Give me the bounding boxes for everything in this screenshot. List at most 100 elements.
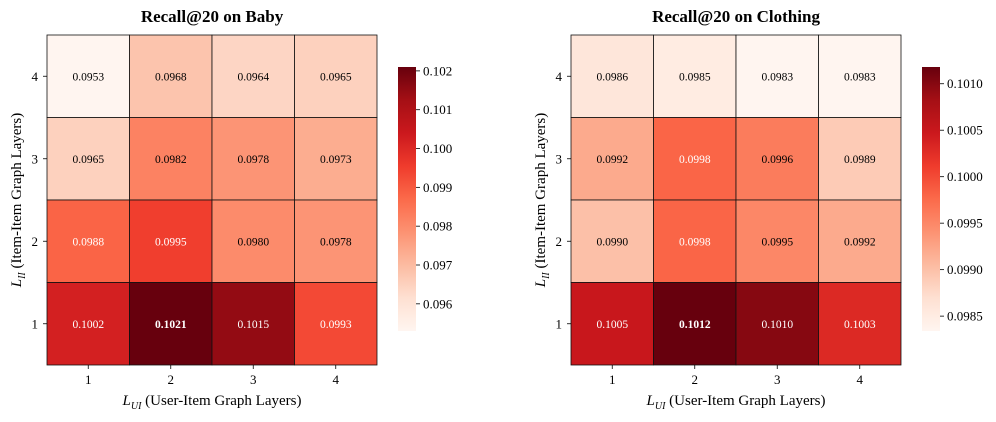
heatmap-cell: [653, 34, 737, 118]
chart-title: Recall@20 on Baby: [141, 7, 284, 26]
heatmap-cell: [735, 117, 819, 201]
cell-value-label: 0.0980: [237, 236, 269, 248]
cell-value-label: 0.1010: [761, 319, 793, 331]
x-axis-subscript: UI: [655, 401, 666, 412]
heatmap-cell: [735, 34, 819, 118]
heatmap-cell: [653, 199, 737, 283]
cell-value-label: 0.0992: [844, 236, 876, 248]
heatmap-cell: [129, 117, 213, 201]
cell-value-label: 0.0965: [320, 71, 352, 83]
y-tick-label: 1: [556, 316, 563, 331]
heatmap-cell: [211, 34, 295, 118]
cell-value-label: 0.0982: [155, 154, 187, 166]
cell-value-label: 0.0985: [679, 71, 711, 83]
y-axis-label: LII (Item-Item Graph Layers): [533, 113, 552, 289]
y-tick-label: 3: [556, 151, 563, 166]
colorbar-tick-label: 0.098: [423, 219, 452, 234]
colorbar-tick-label: 0.0990: [947, 262, 983, 277]
y-tick-label: 2: [32, 234, 39, 249]
y-axis-text: (Item-Item Graph Layers): [9, 113, 25, 273]
y-tick-label: 3: [32, 151, 39, 166]
colorbar-tick-label: 0.096: [423, 296, 453, 311]
x-axis-symbol: L: [122, 393, 131, 409]
cell-value-label: 0.1002: [72, 319, 104, 331]
heatmap-cell: [818, 199, 902, 283]
colorbar: [922, 67, 940, 331]
cell-value-label: 0.0992: [596, 154, 628, 166]
cell-value-label: 0.1015: [237, 319, 269, 331]
cell-value-label: 0.0978: [320, 236, 352, 248]
cell-value-label: 0.0986: [596, 71, 628, 83]
heatmap-cell: [653, 282, 737, 366]
colorbar-tick-label: 0.1005: [947, 123, 983, 138]
y-tick-label: 4: [556, 69, 563, 84]
cell-value-label: 0.1012: [679, 319, 711, 331]
heatmap-cell: [653, 117, 737, 201]
colorbar-tick-label: 0.0995: [947, 216, 983, 231]
colorbar-tick-label: 0.100: [423, 141, 452, 156]
cell-value-label: 0.0996: [761, 154, 793, 166]
x-tick-label: 1: [609, 372, 616, 387]
x-tick-label: 4: [857, 372, 864, 387]
cell-value-label: 0.0998: [679, 154, 711, 166]
heatmap-cell: [818, 34, 902, 118]
chart-title: Recall@20 on Clothing: [652, 7, 820, 26]
colorbar-tick-label: 0.101: [423, 102, 452, 117]
y-axis-label: LII (Item-Item Graph Layers): [9, 113, 28, 289]
x-tick-label: 2: [168, 372, 175, 387]
y-axis-subscript: II: [541, 272, 552, 280]
heatmap-cell: [129, 34, 213, 118]
x-axis-text: (User-Item Graph Layers): [665, 393, 825, 409]
colorbar-tick-label: 0.102: [423, 63, 452, 78]
cell-value-label: 0.0990: [596, 236, 628, 248]
y-axis-symbol: L: [9, 279, 25, 288]
heatmap-cell: [294, 34, 378, 118]
y-axis-subscript: II: [17, 272, 28, 280]
y-tick-label: 2: [556, 234, 563, 249]
cell-value-label: 0.0995: [155, 236, 187, 248]
cell-value-label: 0.0968: [155, 71, 187, 83]
y-tick-label: 1: [32, 316, 39, 331]
x-axis-label: LUI (User-Item Graph Layers): [122, 393, 302, 412]
heatmap-cell: [46, 34, 130, 118]
heatmap-panel-2: Recall@20 on Clothing 0.0986 0.0985 0.0983 0…: [533, 7, 983, 412]
heatmap-cell: [294, 282, 378, 366]
x-tick-label: 3: [774, 372, 781, 387]
cell-value-label: 0.1003: [844, 319, 876, 331]
cell-value-label: 0.0973: [320, 154, 352, 166]
heatmap-cell: [211, 282, 295, 366]
x-tick-label: 4: [333, 372, 340, 387]
heatmap-cell: [570, 34, 654, 118]
cell-value-label: 0.0953: [72, 71, 104, 83]
heatmap-cell: [570, 117, 654, 201]
cell-value-label: 0.0983: [761, 71, 793, 83]
colorbar-tick-label: 0.1000: [947, 169, 983, 184]
x-tick-label: 3: [250, 372, 257, 387]
x-axis-text: (User-Item Graph Layers): [141, 393, 301, 409]
cell-value-label: 0.0989: [844, 154, 876, 166]
heatmap-cell: [735, 282, 819, 366]
cell-value-label: 0.1005: [596, 319, 628, 331]
cell-value-label: 0.0983: [844, 71, 876, 83]
heatmap-cell: [818, 282, 902, 366]
colorbar-tick-label: 0.0985: [947, 309, 983, 324]
colorbar: [398, 67, 416, 331]
x-axis-label: LUI (User-Item Graph Layers): [646, 393, 826, 412]
cell-value-label: 0.0965: [72, 154, 104, 166]
y-tick-label: 4: [32, 69, 39, 84]
colorbar-tick-label: 0.099: [423, 180, 452, 195]
cell-value-label: 0.0978: [237, 154, 269, 166]
colorbar-tick-label: 0.097: [423, 258, 453, 273]
heatmap-cell: [46, 282, 130, 366]
colorbar-tick-label: 0.1010: [947, 76, 983, 91]
x-tick-label: 2: [692, 372, 699, 387]
heatmap-cell: [46, 117, 130, 201]
x-axis-symbol: L: [646, 393, 655, 409]
cell-value-label: 0.0964: [237, 71, 269, 83]
heatmap-cell: [129, 282, 213, 366]
cell-value-label: 0.0998: [679, 236, 711, 248]
heatmap-cell: [294, 199, 378, 283]
